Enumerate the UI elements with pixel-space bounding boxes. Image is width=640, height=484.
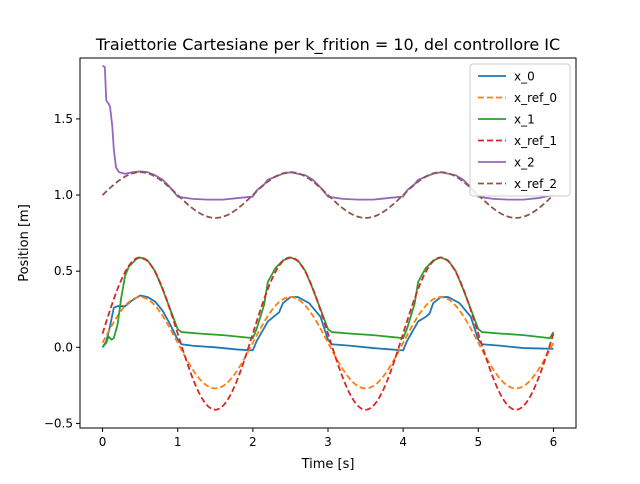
- y-tick-label: −0.5: [44, 416, 73, 430]
- y-tick-label: 1.5: [54, 112, 73, 126]
- x-tick-label: 6: [550, 435, 558, 449]
- series-line-x_ref_1: [101, 256, 555, 411]
- legend-label: x_ref_2: [514, 177, 557, 191]
- legend-label: x_0: [514, 70, 535, 84]
- y-tick-label: 0.0: [54, 340, 73, 354]
- x-axis-label: Time [s]: [301, 457, 355, 472]
- legend-label: x_2: [514, 156, 535, 170]
- legend: x_0 x_ref_0 x_1 x_ref_1 x_2 x_ref_2: [469, 63, 571, 197]
- x-axis: 0 1 2 3 4 5 6: [99, 428, 558, 449]
- x-tick-label: 2: [249, 435, 257, 449]
- legend-label: x_1: [514, 113, 535, 127]
- x-tick-label: 5: [474, 435, 482, 449]
- chart-title: Traiettorie Cartesiane per k_frition = 1…: [95, 35, 560, 55]
- x-tick-label: 3: [324, 435, 332, 449]
- x-tick-label: 0: [99, 435, 107, 449]
- series-line-x_ref_0: [101, 296, 555, 390]
- legend-label: x_ref_1: [514, 134, 557, 148]
- y-axis: −0.5 0.0 0.5 1.0 1.5: [44, 112, 80, 430]
- series-line-x_0: [101, 294, 554, 352]
- x-tick-label: 4: [399, 435, 407, 449]
- y-tick-label: 1.0: [54, 188, 73, 202]
- y-axis-label: Position [m]: [17, 204, 32, 282]
- y-tick-label: 0.5: [54, 264, 73, 278]
- legend-box: [469, 63, 571, 197]
- legend-label: x_ref_0: [514, 91, 557, 105]
- x-tick-label: 1: [174, 435, 182, 449]
